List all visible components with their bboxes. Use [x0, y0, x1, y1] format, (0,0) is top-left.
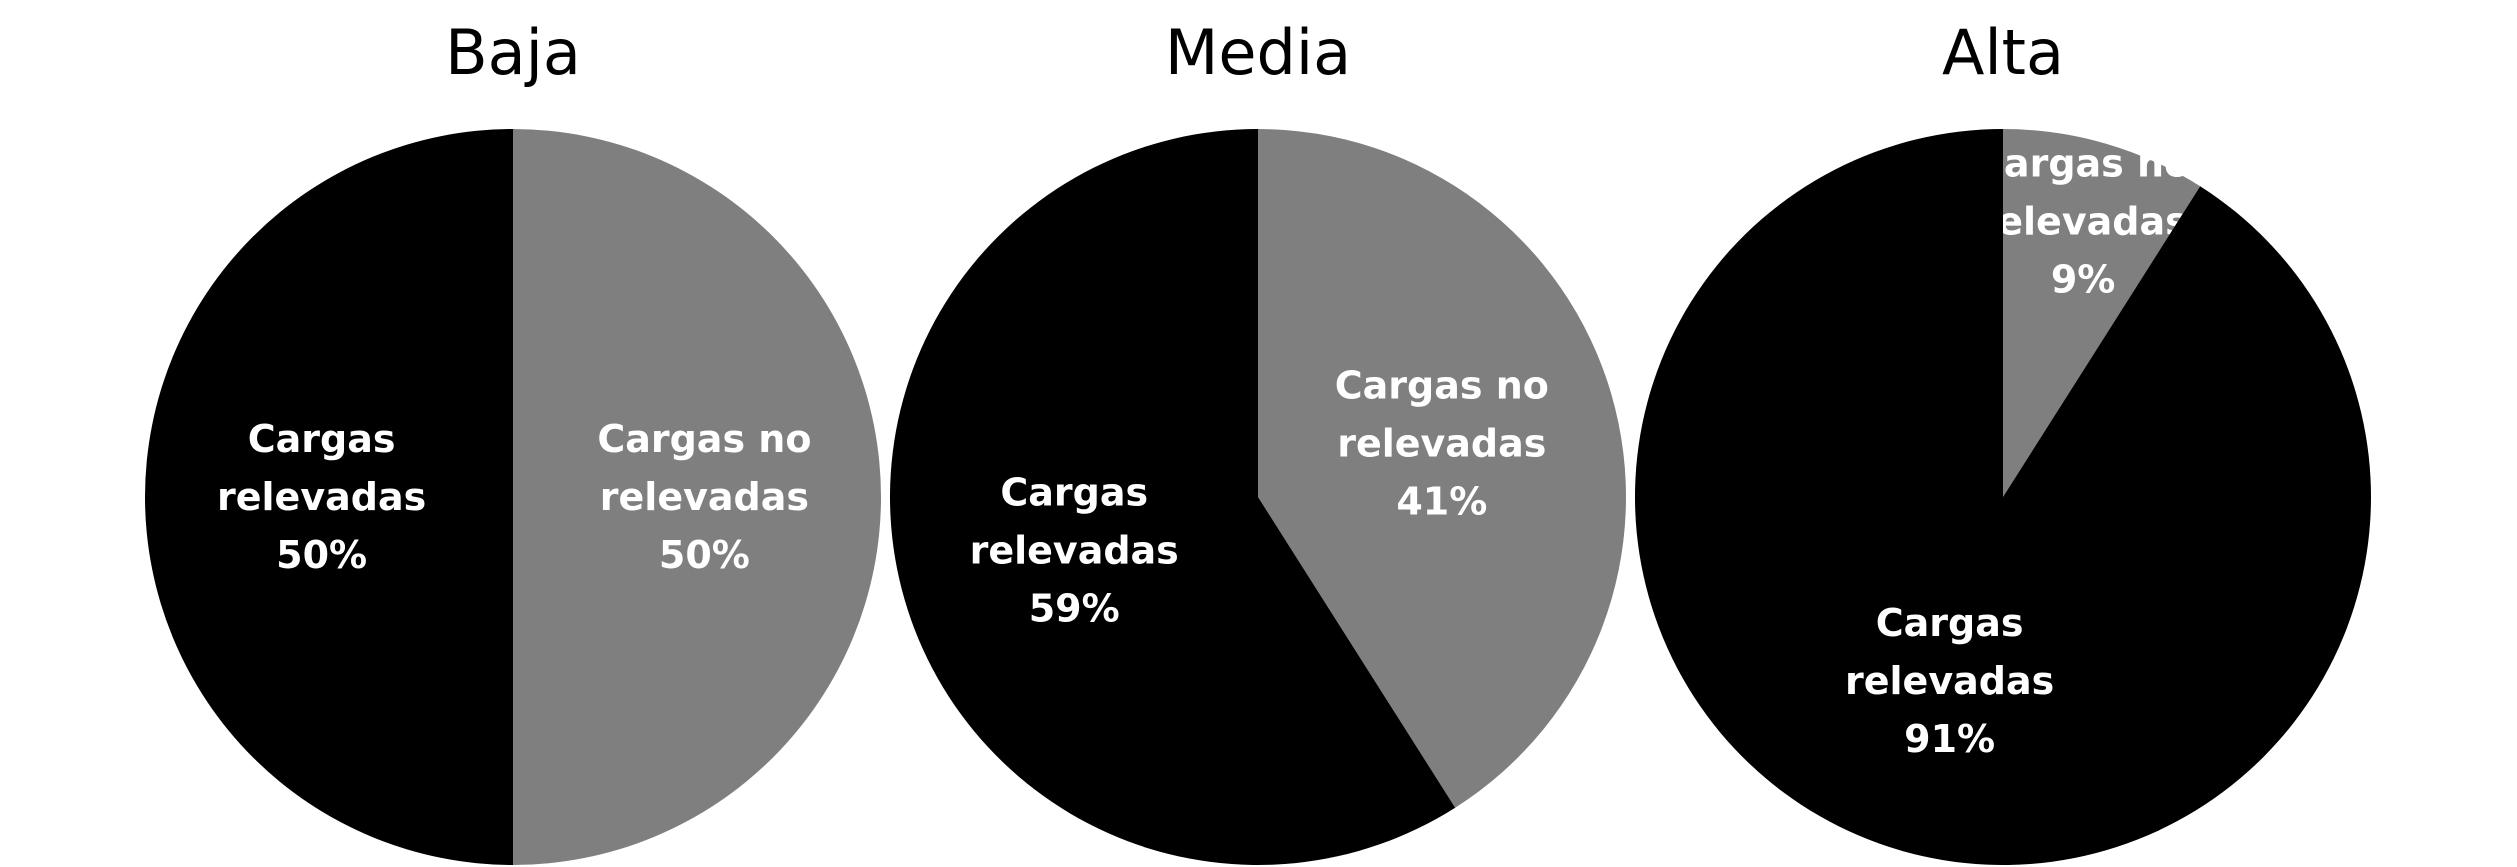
pie-slice — [2003, 129, 2201, 497]
slice-label-line: Cargas no — [1335, 364, 1549, 408]
slice-label-line: 41% — [1396, 480, 1487, 524]
slice-label-line: relevadas — [1979, 199, 2188, 243]
slice-label-line: relevadas — [600, 475, 809, 519]
chart-title: Baja — [445, 16, 581, 89]
slice-data-label: Cargas no relevadas 41% — [1335, 364, 1549, 524]
pie-slice — [513, 129, 881, 865]
chart-title: Alta — [1942, 16, 2064, 89]
slice-label-line: Cargas — [1876, 601, 2024, 645]
slice-data-label: Cargas relevadas 91% — [1845, 601, 2054, 761]
pie-slice — [145, 129, 513, 865]
pie-chart-baja: Baja Cargas no relevadas 50% Cargas relevada… — [145, 16, 881, 865]
pie-slices: Cargas no relevadas 9% Cargas relevadas 91% — [1634, 129, 2371, 866]
slice-data-label: Cargas relevadas 50% — [217, 417, 426, 577]
slice-data-label: Cargas relevadas 59% — [970, 470, 1179, 630]
slice-label-line: 50% — [659, 533, 750, 577]
slice-label-line: relevadas — [970, 528, 1179, 572]
pie-chart-alta: Alta Cargas no relevadas 9% Cargas relevadas… — [1634, 16, 2371, 866]
slice-label-line: Cargas no — [597, 417, 811, 461]
slice-label-line: 9% — [2051, 257, 2116, 301]
slice-label-line: 59% — [1029, 586, 1120, 630]
slice-label-line: Cargas — [248, 417, 396, 461]
pie-chart-media: Media Cargas no relevadas 41% Cargas relevad… — [889, 16, 1626, 865]
pie-slice — [1258, 129, 1626, 808]
chart-title: Media — [1165, 16, 1351, 89]
slice-label-line: Cargas — [1000, 470, 1148, 514]
pie-slices: Cargas no relevadas 50% Cargas relevadas 50% — [145, 129, 881, 865]
slice-label-line: relevadas — [1337, 422, 1546, 466]
pie-slice — [1634, 129, 2371, 866]
pie-slices: Cargas no relevadas 41% Cargas relevadas 59% — [889, 129, 1626, 865]
slice-label-line: relevadas — [217, 475, 426, 519]
slice-label-line: Cargas no — [1976, 141, 2190, 185]
slice-data-label: Cargas no relevadas 9% — [1976, 141, 2190, 301]
slice-data-label: Cargas no relevadas 50% — [597, 417, 811, 577]
pie-slice — [889, 129, 1456, 865]
slice-label-line: 50% — [276, 533, 367, 577]
slice-label-line: relevadas — [1845, 659, 2054, 703]
slice-label-line: 91% — [1904, 717, 1995, 761]
